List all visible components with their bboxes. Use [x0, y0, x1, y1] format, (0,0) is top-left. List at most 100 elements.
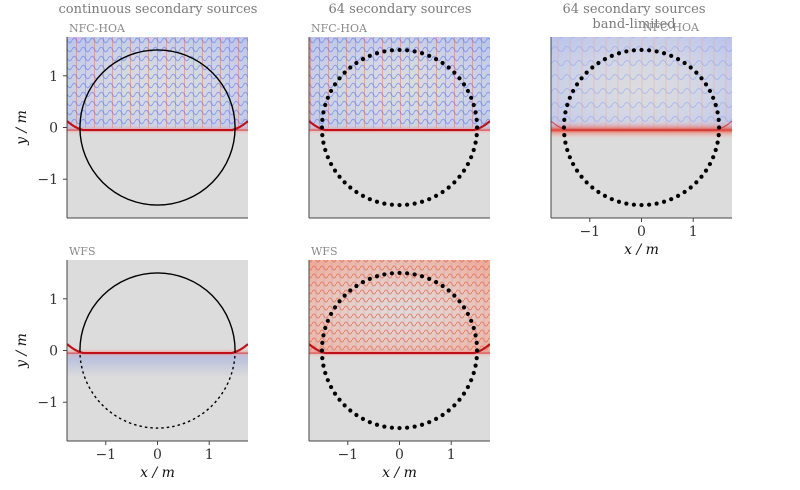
- secondary-source-point: [471, 370, 476, 376]
- secondary-source-point: [419, 274, 425, 279]
- secondary-source-point: [332, 305, 338, 310]
- secondary-source-point: [397, 202, 402, 208]
- column-title: 64 secondary sources: [328, 2, 471, 17]
- column-title: 64 secondary sources: [562, 2, 705, 17]
- y-axis-label: y / m: [14, 333, 30, 369]
- secondary-source-point: [405, 425, 410, 430]
- secondary-source-point: [624, 49, 629, 54]
- panel-wfs-continuous: WFS −1 0 1 y / m −1 0 1 x / m: [14, 245, 248, 481]
- secondary-source-point: [374, 51, 380, 56]
- secondary-source-point: [446, 65, 451, 70]
- secondary-source-point: [474, 340, 479, 345]
- secondary-source-point: [412, 424, 417, 429]
- secondary-source-point: [465, 384, 471, 390]
- secondary-source-point: [715, 140, 720, 145]
- panel-nfc-hoa-64: NFC-HOA: [308, 22, 490, 219]
- secondary-source-point: [465, 311, 471, 317]
- secondary-source-point: [602, 193, 608, 199]
- secondary-source-point: [590, 65, 595, 70]
- secondary-source-point: [440, 60, 445, 66]
- secondary-source-point: [374, 422, 380, 427]
- secondary-source-point: [337, 299, 342, 304]
- secondary-source-point: [332, 82, 338, 87]
- secondary-source-point: [707, 161, 713, 167]
- secondary-source-point: [465, 88, 471, 94]
- secondary-source-point: [328, 384, 334, 390]
- secondary-source-point: [461, 305, 467, 310]
- panel-nfc-hoa-continuous: NFC-HOA −1 0 1 y / m: [14, 22, 248, 219]
- secondary-source-point: [354, 412, 359, 418]
- secondary-source-point: [325, 378, 330, 383]
- secondary-source-point: [669, 53, 674, 58]
- secondary-source-point: [360, 56, 366, 62]
- secondary-source-point: [405, 271, 410, 276]
- secondary-source-point: [397, 47, 402, 53]
- secondary-source-point: [321, 110, 326, 115]
- secondary-source-point: [382, 49, 387, 54]
- secondary-source-point: [405, 202, 410, 207]
- secondary-source-point: [367, 276, 372, 281]
- column-title: continuous secondary sources: [59, 2, 258, 17]
- secondary-source-point: [707, 88, 713, 94]
- panel-nfc-hoa-64-bandlimited: NFC-HOA −1 0 1 x / m: [550, 21, 732, 258]
- secondary-source-point: [688, 185, 693, 190]
- method-label: WFS: [69, 245, 95, 258]
- secondary-source-point: [348, 408, 353, 413]
- secondary-source-point: [320, 340, 325, 345]
- secondary-source-point: [711, 95, 716, 100]
- secondary-source-point: [474, 125, 480, 130]
- secondary-source-point: [328, 161, 334, 167]
- secondary-source-point: [342, 293, 347, 298]
- x-tick-label: 1: [447, 447, 456, 463]
- secondary-source-point: [332, 168, 338, 173]
- secondary-source-point: [596, 189, 601, 195]
- secondary-source-point: [682, 189, 687, 195]
- secondary-source-point: [703, 82, 709, 87]
- wavefront-line: [309, 343, 490, 355]
- x-tick-label: −1: [337, 447, 358, 463]
- secondary-source-point: [469, 95, 474, 100]
- x-tick-label: −1: [95, 447, 116, 463]
- secondary-source-point: [661, 199, 667, 204]
- secondary-source-point: [433, 193, 439, 199]
- secondary-source-point: [405, 48, 410, 53]
- secondary-source-point: [639, 47, 644, 53]
- sound-field: [67, 37, 248, 218]
- y-tick-label: −1: [37, 395, 58, 411]
- secondary-source-point: [609, 53, 614, 58]
- secondary-source-point: [688, 65, 693, 70]
- secondary-source-point: [440, 283, 445, 289]
- secondary-source-point: [319, 348, 325, 353]
- x-tick-label: 0: [153, 447, 162, 463]
- method-label: NFC-HOA: [311, 22, 368, 35]
- secondary-source-point: [699, 174, 704, 179]
- secondary-source-point: [461, 168, 467, 173]
- secondary-source-point: [360, 279, 366, 285]
- y-tick-label: 0: [49, 344, 58, 360]
- secondary-source-point: [474, 356, 479, 361]
- secondary-source-point: [716, 133, 721, 138]
- secondary-source-point: [457, 299, 462, 304]
- y-tick-label: 1: [49, 69, 58, 85]
- secondary-source-point: [342, 70, 347, 75]
- secondary-source-point: [570, 161, 576, 167]
- artifact-pattern: [309, 37, 490, 129]
- secondary-source-point: [440, 412, 445, 418]
- secondary-source-point: [419, 199, 425, 204]
- secondary-source-point: [703, 168, 709, 173]
- sound-field: [309, 260, 490, 441]
- secondary-source-point: [412, 272, 417, 277]
- secondary-source-point: [584, 70, 589, 75]
- secondary-source-point: [469, 318, 474, 323]
- secondary-source-point: [382, 272, 387, 277]
- secondary-source-point: [374, 274, 380, 279]
- secondary-source-point: [716, 117, 721, 122]
- secondary-source-point: [654, 201, 659, 206]
- sound-field: [309, 37, 490, 218]
- wavefront-line: [309, 120, 490, 132]
- x-tick-label: 0: [637, 224, 646, 240]
- secondary-source-point: [616, 199, 622, 204]
- secondary-source-point: [446, 185, 451, 190]
- secondary-source-point: [574, 82, 580, 87]
